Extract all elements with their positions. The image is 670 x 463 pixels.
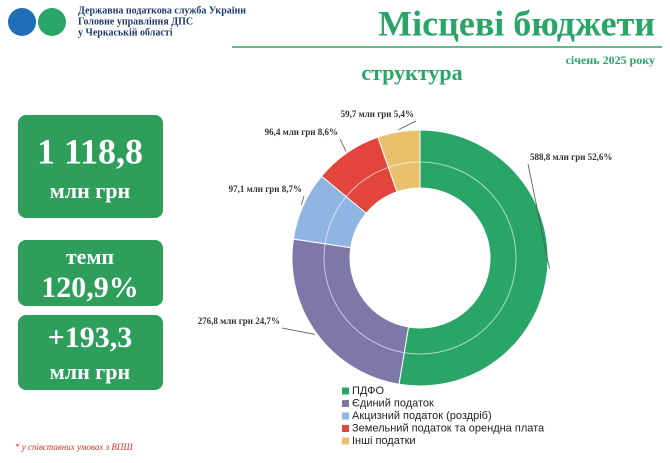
period: січень 2025 року (566, 53, 655, 67)
value-label: 59,7 млн грн 5,4% (341, 109, 414, 119)
legend-swatch (342, 425, 349, 432)
value-label: 276,8 млн грн 24,7% (198, 316, 280, 326)
legend-swatch (342, 437, 349, 445)
logo-circle (8, 8, 36, 36)
legend-swatch (342, 412, 349, 420)
subtitle: структура (361, 60, 462, 85)
legend-label: Інші податки (352, 435, 416, 447)
org-name: у Черкаській області (78, 27, 173, 38)
footnote: * у співставних умовах з ВПШ (15, 442, 133, 452)
leader-line (398, 120, 417, 131)
kpi-value: +193,3 (48, 321, 133, 354)
legend-label: ПДФО (352, 385, 384, 397)
legend-swatch (342, 400, 349, 407)
leader-line (281, 327, 315, 335)
leader-line (339, 138, 347, 152)
legend-label: Земельний податок та орендна плата (352, 422, 545, 434)
kpi-label: темп (66, 244, 115, 269)
value-label: 96,4 млн грн 8,6% (265, 127, 338, 137)
leader-line (527, 163, 550, 269)
inner-ring (323, 161, 517, 355)
logo-circle (38, 8, 66, 36)
kpi-value: 1 118,8 (37, 131, 143, 171)
donut-slice (398, 129, 549, 387)
title: Місцеві бюджети (378, 3, 655, 43)
legend-label: Акцизний податок (роздріб) (352, 410, 492, 422)
leader-line (300, 195, 305, 205)
donut-slice (377, 129, 421, 193)
value-label: 97,1 млн грн 8,7% (229, 184, 302, 194)
legend-swatch (342, 387, 349, 395)
donut-slice (291, 238, 410, 385)
kpi-value: 120,9% (41, 271, 139, 304)
value-label: 588,8 млн грн 52,6% (530, 152, 612, 162)
kpi-box (18, 315, 163, 390)
org-name: Державна податкова служба України (78, 5, 246, 16)
kpi-unit: млн грн (50, 359, 131, 384)
kpi-unit: млн грн (50, 178, 131, 203)
donut-chart: 588,8 млн грн 52,6% 276,8 млн грн 24,7% 97… (198, 109, 613, 447)
kpi-box (18, 240, 163, 306)
kpi-box (18, 115, 163, 218)
legend-label: Єдиний податок (352, 397, 434, 409)
org-name: Головне управління ДПС (78, 16, 193, 27)
